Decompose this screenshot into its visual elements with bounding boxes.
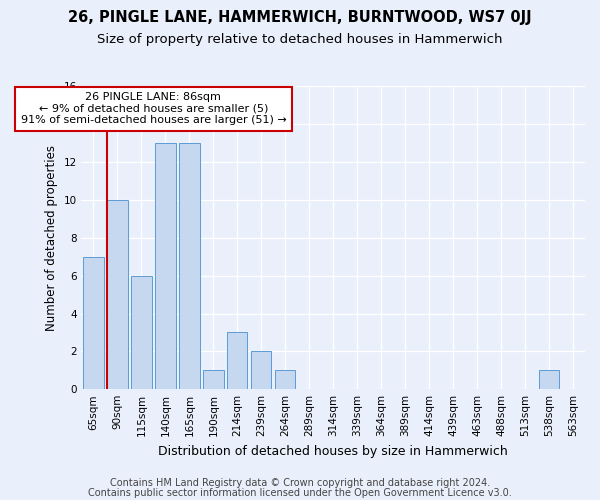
Text: Contains public sector information licensed under the Open Government Licence v3: Contains public sector information licen… [88, 488, 512, 498]
Bar [107, 200, 128, 389]
Bar [131, 276, 152, 389]
Bar [83, 257, 104, 389]
Bar [155, 144, 176, 389]
Bar [539, 370, 559, 389]
Y-axis label: Number of detached properties: Number of detached properties [45, 145, 58, 331]
Bar [227, 332, 247, 389]
Text: 26 PINGLE LANE: 86sqm
← 9% of detached houses are smaller (5)
91% of semi-detach: 26 PINGLE LANE: 86sqm ← 9% of detached h… [20, 92, 286, 126]
X-axis label: Distribution of detached houses by size in Hammerwich: Distribution of detached houses by size … [158, 444, 508, 458]
Bar [203, 370, 224, 389]
Text: 26, PINGLE LANE, HAMMERWICH, BURNTWOOD, WS7 0JJ: 26, PINGLE LANE, HAMMERWICH, BURNTWOOD, … [68, 10, 532, 25]
Bar [275, 370, 295, 389]
Bar [251, 352, 271, 389]
Text: Size of property relative to detached houses in Hammerwich: Size of property relative to detached ho… [97, 32, 503, 46]
Bar [179, 144, 200, 389]
Text: Contains HM Land Registry data © Crown copyright and database right 2024.: Contains HM Land Registry data © Crown c… [110, 478, 490, 488]
